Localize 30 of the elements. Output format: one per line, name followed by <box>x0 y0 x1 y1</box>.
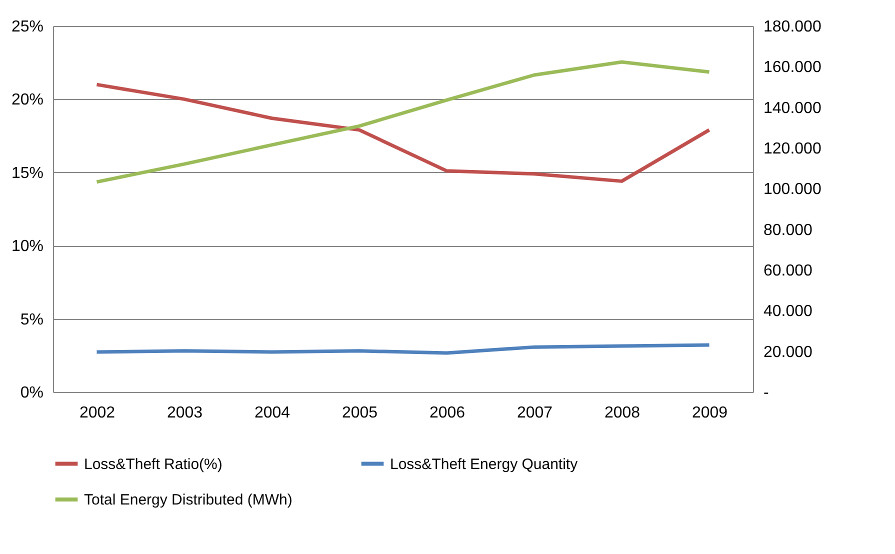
x-tick-label: 2002 <box>79 404 116 422</box>
y-tick-label: 25% <box>11 18 44 36</box>
x-tick-label: 2005 <box>342 404 378 422</box>
y2-tick-label: 20.000 <box>764 344 813 361</box>
y2-tick-label: 140.000 <box>764 100 822 117</box>
x-tick-label: 2008 <box>604 404 640 422</box>
y2-tick-label: - <box>764 384 769 402</box>
legend-label: Loss&Theft Energy Quantity <box>390 456 578 473</box>
y-tick-label: 5% <box>20 311 44 328</box>
x-tick-label: 2004 <box>254 404 290 422</box>
y-tick-label: 10% <box>11 238 44 256</box>
legend-label: Total Energy Distributed (MWh) <box>84 492 292 508</box>
y-tick-label: 20% <box>11 92 44 109</box>
line-series <box>95 82 711 183</box>
y2-tick-label: 80.000 <box>764 222 813 239</box>
line-series <box>95 343 711 355</box>
y2-tick-label: 180.000 <box>764 18 822 36</box>
x-tick-label: 2007 <box>516 404 553 422</box>
x-tick-label: 2006 <box>429 404 466 422</box>
legend-label: Loss&Theft Ratio(%) <box>84 456 222 473</box>
y2-tick-label: 100.000 <box>764 181 822 198</box>
y-tick-label: 15% <box>11 164 44 182</box>
y2-tick-label: 160.000 <box>764 59 822 76</box>
y2-tick-label: 60.000 <box>764 262 813 280</box>
y2-tick-label: 40.000 <box>764 303 813 320</box>
x-tick-label: 2003 <box>166 404 203 422</box>
y2-tick-label: 120.000 <box>764 140 822 158</box>
y-tick-label: 0% <box>20 384 44 402</box>
line-series <box>95 60 711 184</box>
x-tick-label: 2009 <box>692 404 728 422</box>
